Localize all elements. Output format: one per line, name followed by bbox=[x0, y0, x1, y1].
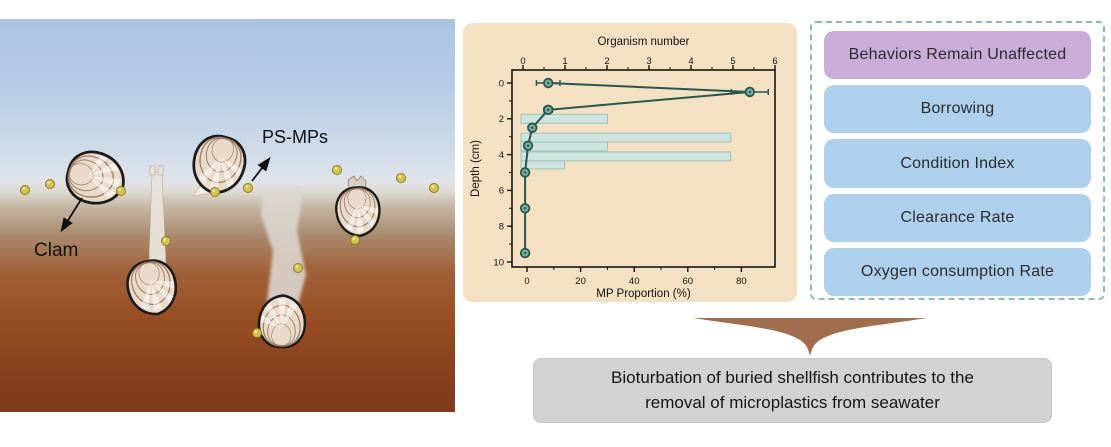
organism-marker-center bbox=[547, 108, 550, 112]
mp-proportion-bar bbox=[520, 160, 566, 170]
mp-proportion-bar bbox=[520, 132, 732, 143]
top-axis-tick-label: 5 bbox=[730, 56, 735, 67]
mp-particle bbox=[429, 183, 439, 193]
mp-proportion-bar bbox=[520, 141, 608, 152]
mp-particle bbox=[161, 236, 171, 246]
organism-marker-center bbox=[748, 90, 751, 94]
effect-box-label: Behaviors Remain Unaffected bbox=[848, 46, 1067, 64]
plot-frame bbox=[511, 69, 776, 268]
mp-particle bbox=[332, 165, 342, 175]
effect-box-label: Clearance Rate bbox=[900, 208, 1015, 226]
clam-arrow bbox=[60, 197, 83, 233]
bottom-axis-title: MP Proportion (%) bbox=[596, 288, 691, 300]
mp-particle bbox=[20, 185, 30, 195]
brace-path bbox=[693, 318, 927, 356]
depth-axis-tick-label: 8 bbox=[499, 222, 504, 233]
mp-proportion-bar bbox=[520, 113, 608, 124]
brace-shape bbox=[693, 318, 927, 356]
effect-box-4: Clearance Rate bbox=[824, 193, 1091, 242]
top-axis-tick-label: 1 bbox=[562, 56, 567, 67]
water-sediment-background bbox=[0, 19, 455, 412]
mp-particle bbox=[45, 179, 55, 189]
conclusion-line-2: removal of microplastics from seawater bbox=[645, 392, 940, 412]
bottom-axis-tick-label: 40 bbox=[629, 276, 640, 287]
top-axis-tick-label: 3 bbox=[646, 56, 651, 67]
clam-label: Clam bbox=[34, 240, 78, 261]
organism-marker-center bbox=[531, 126, 534, 129]
bottom-axis-tick-label: 60 bbox=[683, 276, 694, 287]
top-axis-tick-label: 2 bbox=[604, 56, 609, 67]
depth-axis-title: Depth (cm) bbox=[470, 140, 482, 197]
depth-axis-tick-label: 2 bbox=[499, 114, 504, 125]
bottom-axis-tick-label: 0 bbox=[524, 276, 529, 287]
mp-particle bbox=[293, 263, 303, 273]
organism-marker-center bbox=[523, 251, 527, 255]
effect-box-label: Condition Index bbox=[900, 154, 1015, 172]
effect-box-label: Oxygen consumption Rate bbox=[860, 262, 1055, 280]
organism-marker-center bbox=[526, 144, 530, 147]
mp-particle bbox=[243, 183, 253, 193]
organism-marker-center bbox=[547, 81, 550, 85]
chart-panel: 0 1 2 3 4 5 6 Organism number 0 20 40 60 80 MP Propor… bbox=[463, 23, 797, 302]
mp-particle bbox=[350, 235, 360, 245]
depth-axis-tick-label: 4 bbox=[499, 150, 504, 161]
mp-particle bbox=[210, 187, 220, 197]
effects-panel: Behaviors Remain Unaffected Borrowing Cond… bbox=[810, 21, 1105, 300]
clam-sediment-illustration: PS-MPs Clam bbox=[0, 19, 455, 412]
effect-box-5: Oxygen consumption Rate bbox=[824, 247, 1091, 297]
organism-marker-center bbox=[523, 207, 527, 210]
bottom-axis-tick-label: 80 bbox=[736, 276, 747, 287]
ps-mps-arrow bbox=[251, 156, 271, 182]
conclusion-box: Bioturbation of buried shellfish contrib… bbox=[533, 358, 1052, 423]
effect-box-1: Behaviors Remain Unaffected bbox=[824, 31, 1091, 80]
top-axis-title: Organism number bbox=[597, 36, 689, 48]
mp-particle bbox=[116, 186, 126, 196]
top-axis-tick-label: 6 bbox=[772, 56, 777, 67]
depth-axis-tick-label: 0 bbox=[499, 78, 504, 89]
organism-line bbox=[524, 82, 751, 254]
burrow-channel-wide bbox=[261, 186, 306, 315]
ps-mps-label: PS-MPs bbox=[262, 127, 328, 147]
mp-particle bbox=[396, 173, 406, 183]
top-axis-tick-label: 0 bbox=[520, 56, 525, 67]
organism-marker-center bbox=[523, 171, 527, 174]
top-axis-tick-label: 4 bbox=[688, 56, 693, 67]
bottom-axis-tick-label: 20 bbox=[575, 276, 586, 287]
effect-box-label: Borrowing bbox=[920, 100, 995, 118]
depth-axis-tick-label: 6 bbox=[499, 186, 504, 197]
effect-box-2: Borrowing bbox=[824, 85, 1091, 134]
depth-axis-tick-label: 10 bbox=[493, 257, 504, 268]
effect-box-3: Condition Index bbox=[824, 139, 1091, 188]
mp-particle bbox=[252, 328, 262, 338]
mp-proportion-bar bbox=[520, 151, 732, 162]
conclusion-line-1: Bioturbation of buried shellfish contrib… bbox=[611, 368, 974, 388]
